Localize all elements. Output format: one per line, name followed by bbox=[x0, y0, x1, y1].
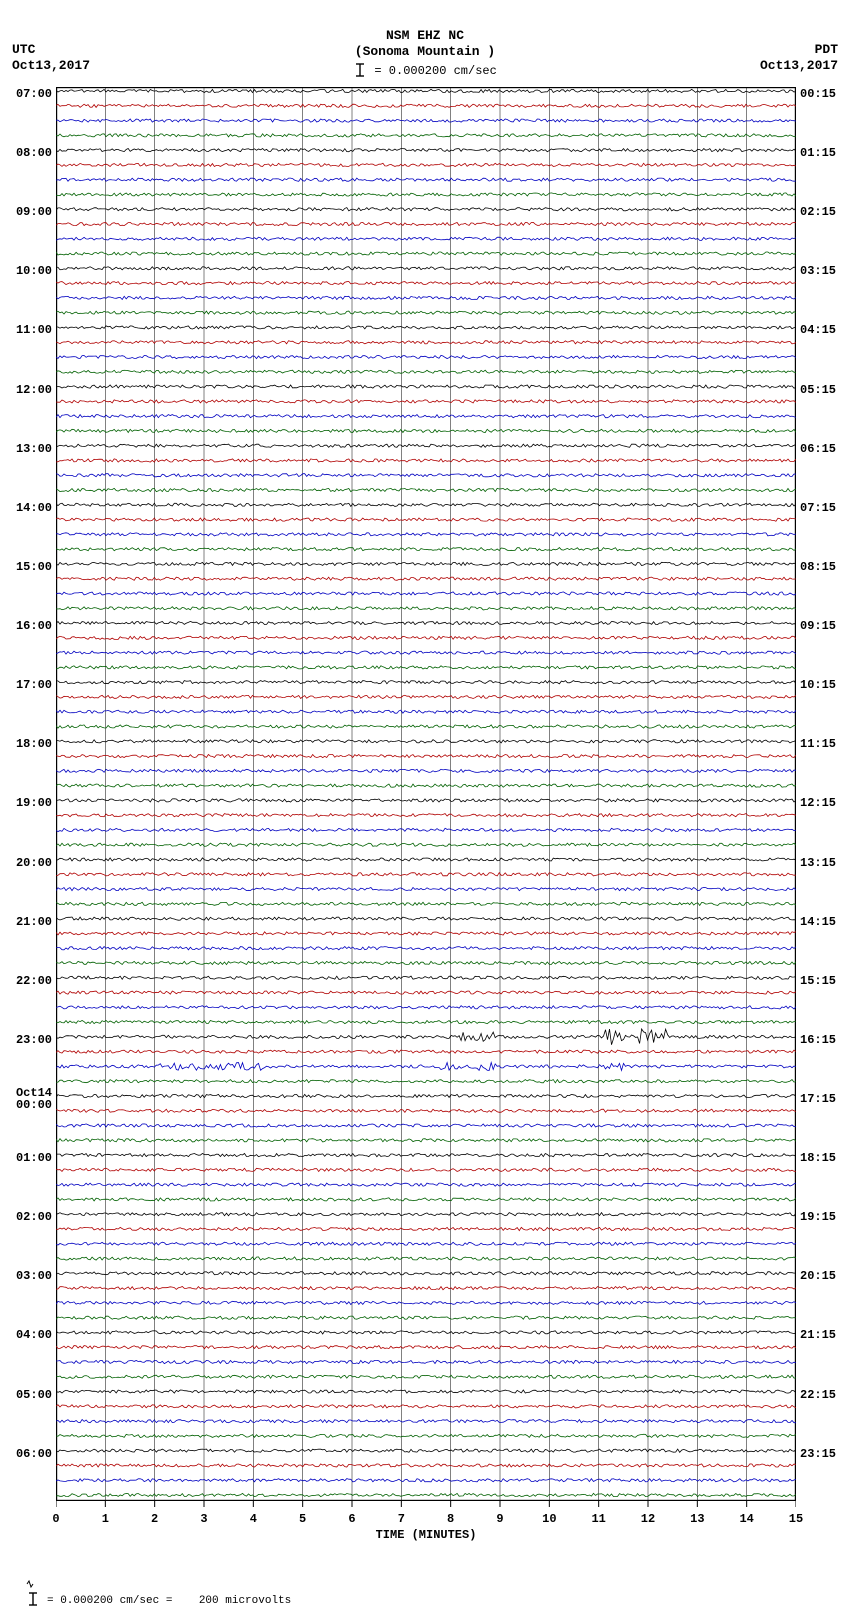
footer-text: = 0.000200 cm/sec = 200 microvolts bbox=[40, 1595, 291, 1607]
y-left-label: 15:00 bbox=[16, 560, 52, 574]
tz-left: UTC bbox=[12, 42, 90, 58]
y-right-label: 00:15 bbox=[800, 87, 836, 101]
y-left-label: 06:00 bbox=[16, 1447, 52, 1461]
y-right-label: 03:15 bbox=[800, 264, 836, 278]
seismogram-page: UTC Oct13,2017 PDT Oct13,2017 NSM EHZ NC… bbox=[0, 0, 850, 1588]
y-right-label: 23:15 bbox=[800, 1447, 836, 1461]
scale-legend: = 0.000200 cm/sec bbox=[0, 63, 850, 78]
y-left-label: 09:00 bbox=[16, 205, 52, 219]
x-tick-label: 2 bbox=[151, 1512, 158, 1526]
y-right-label: 15:15 bbox=[800, 974, 836, 988]
date-right: Oct13,2017 bbox=[760, 58, 838, 74]
y-right-label: 22:15 bbox=[800, 1388, 836, 1402]
y-right-label: 11:15 bbox=[800, 737, 836, 751]
station-id: NSM EHZ NC bbox=[0, 28, 850, 44]
y-right-label: 21:15 bbox=[800, 1328, 836, 1342]
y-right-label: 19:15 bbox=[800, 1210, 836, 1224]
y-right-label: 10:15 bbox=[800, 678, 836, 692]
x-tick-label: 0 bbox=[52, 1512, 59, 1526]
x-tick-label: 5 bbox=[299, 1512, 306, 1526]
y-left-label: 03:00 bbox=[16, 1269, 52, 1283]
seismogram-plot bbox=[56, 87, 796, 1525]
y-right-label: 17:15 bbox=[800, 1092, 836, 1106]
x-tick-label: 1 bbox=[102, 1512, 109, 1526]
y-left-label: 08:00 bbox=[16, 146, 52, 160]
y-right-label: 04:15 bbox=[800, 323, 836, 337]
y-axis-right-labels: 00:15 01:15 02:15 03:15 04:15 05:15 06:15 07:15… bbox=[798, 90, 850, 1528]
footer-scale-note: = 0.000200 cm/sec = 200 microvolts bbox=[0, 1566, 291, 1619]
y-left-label: 01:00 bbox=[16, 1151, 52, 1165]
x-tick-label: 6 bbox=[348, 1512, 355, 1526]
y-left-label: 23:00 bbox=[16, 1033, 52, 1047]
y-right-label: 18:15 bbox=[800, 1151, 836, 1165]
y-right-label: 16:15 bbox=[800, 1033, 836, 1047]
y-right-label: 01:15 bbox=[800, 146, 836, 160]
date-left: Oct13,2017 bbox=[12, 58, 90, 74]
y-right-label: 13:15 bbox=[800, 856, 836, 870]
y-right-label: 05:15 bbox=[800, 383, 836, 397]
y-left-label: 02:00 bbox=[16, 1210, 52, 1224]
station-name: (Sonoma Mountain ) bbox=[0, 44, 850, 60]
y-axis-left-labels: 07:00 08:00 09:00 10:00 11:00 12:00 13:00 14:00… bbox=[0, 90, 54, 1528]
header-right-tz: PDT Oct13,2017 bbox=[760, 42, 838, 73]
y-right-label: 08:15 bbox=[800, 560, 836, 574]
scale-text: = 0.000200 cm/sec bbox=[374, 64, 496, 78]
scale-bar-icon bbox=[353, 63, 367, 77]
x-tick-label: 8 bbox=[447, 1512, 454, 1526]
y-right-label: 12:15 bbox=[800, 796, 836, 810]
scale-bar-icon bbox=[26, 1578, 40, 1590]
seismogram-svg bbox=[56, 87, 796, 1525]
y-left-label: 07:00 bbox=[16, 87, 52, 101]
y-right-label: 02:15 bbox=[800, 205, 836, 219]
x-tick-label: 3 bbox=[200, 1512, 207, 1526]
tz-right: PDT bbox=[760, 42, 838, 58]
chart-header: NSM EHZ NC (Sonoma Mountain ) = 0.000200… bbox=[0, 0, 850, 79]
y-left-label: 14:00 bbox=[16, 501, 52, 515]
x-tick-label: 7 bbox=[398, 1512, 405, 1526]
y-left-label: 12:00 bbox=[16, 383, 52, 397]
y-left-label: 16:00 bbox=[16, 619, 52, 633]
x-tick-label: 10 bbox=[542, 1512, 556, 1526]
y-right-label: 06:15 bbox=[800, 442, 836, 456]
y-left-label: 11:00 bbox=[16, 323, 52, 337]
x-axis-title: TIME (MINUTES) bbox=[376, 1528, 477, 1542]
y-right-label: 07:15 bbox=[800, 501, 836, 515]
x-tick-label: 9 bbox=[496, 1512, 503, 1526]
y-left-label: 17:00 bbox=[16, 678, 52, 692]
y-left-label: 18:00 bbox=[16, 737, 52, 751]
y-left-label: Oct1400:00 bbox=[16, 1087, 52, 1111]
y-right-label: 14:15 bbox=[800, 915, 836, 929]
x-tick-label: 11 bbox=[591, 1512, 605, 1526]
y-left-label: 19:00 bbox=[16, 796, 52, 810]
y-left-label: 05:00 bbox=[16, 1388, 52, 1402]
y-left-label: 21:00 bbox=[16, 915, 52, 929]
y-right-label: 20:15 bbox=[800, 1269, 836, 1283]
scale-bar-icon bbox=[26, 1592, 40, 1606]
x-tick-label: 12 bbox=[641, 1512, 655, 1526]
y-left-label: 22:00 bbox=[16, 974, 52, 988]
x-tick-label: 14 bbox=[739, 1512, 753, 1526]
y-left-label: 13:00 bbox=[16, 442, 52, 456]
x-tick-label: 13 bbox=[690, 1512, 704, 1526]
x-tick-label: 4 bbox=[250, 1512, 257, 1526]
y-left-label: 10:00 bbox=[16, 264, 52, 278]
y-left-label: 04:00 bbox=[16, 1328, 52, 1342]
header-left-tz: UTC Oct13,2017 bbox=[12, 42, 90, 73]
y-right-label: 09:15 bbox=[800, 619, 836, 633]
x-tick-label: 15 bbox=[789, 1512, 803, 1526]
y-left-label: 20:00 bbox=[16, 856, 52, 870]
